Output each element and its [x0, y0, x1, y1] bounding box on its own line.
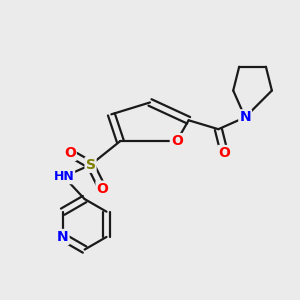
Text: O: O [64, 146, 76, 160]
Text: O: O [218, 146, 230, 160]
Text: O: O [171, 134, 183, 148]
Text: N: N [57, 230, 68, 244]
Text: N: N [239, 110, 251, 124]
Text: HN: HN [53, 170, 74, 183]
Text: O: O [97, 182, 108, 196]
Text: S: S [85, 158, 96, 172]
